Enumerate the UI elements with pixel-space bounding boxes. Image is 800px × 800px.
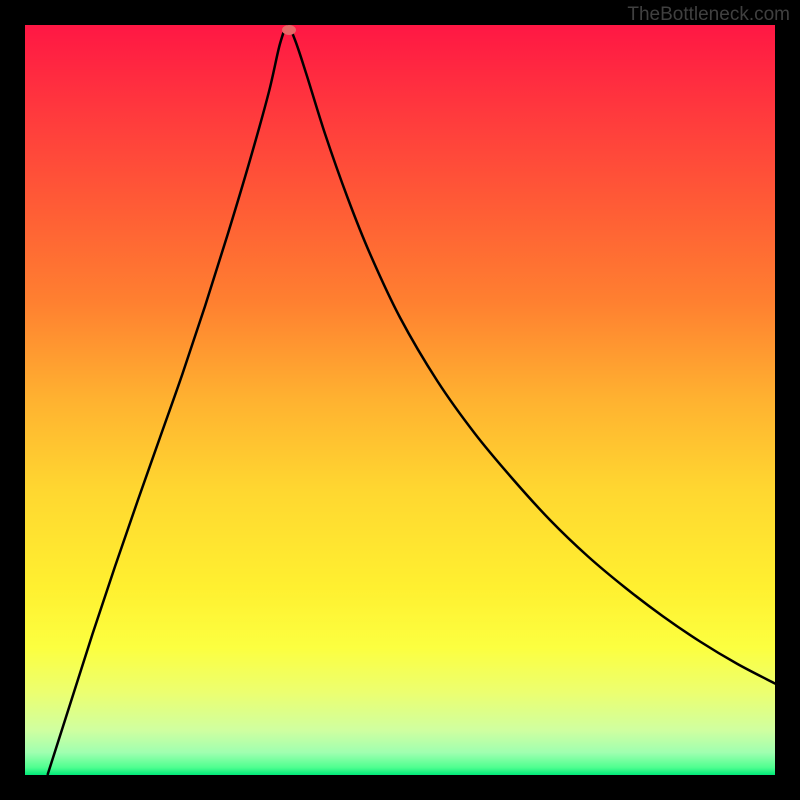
chart-plot-area bbox=[25, 25, 775, 775]
bottleneck-curve bbox=[25, 25, 775, 775]
watermark: TheBottleneck.com bbox=[627, 4, 790, 26]
minimum-marker bbox=[282, 25, 296, 35]
